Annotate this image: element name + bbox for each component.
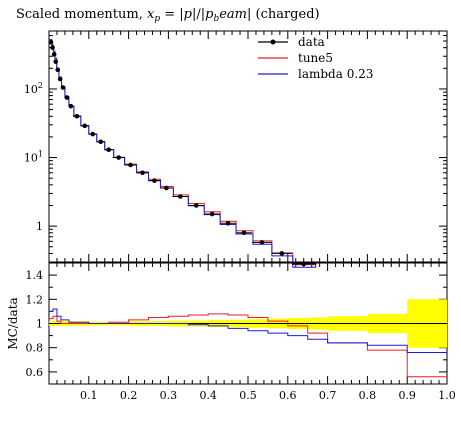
main-panel: 1 101 102 <box>24 30 448 384</box>
ratio-line-lambda-0.23 <box>49 308 447 354</box>
y-tick-label: 101 <box>24 150 43 165</box>
ratio-panel: 0.1 0.2 0.3 0.4 0.5 0.6 0.7 0.8 0.9 1.0 0.6 0.8 1 1.2… <box>6 262 456 402</box>
data-point <box>193 203 199 208</box>
chart-title: Scaled momentum, xp = |p|/|pbeam| (charg… <box>16 7 320 24</box>
data-point <box>140 170 145 176</box>
data-point <box>57 76 63 82</box>
x-tick-label: 0.7 <box>319 389 337 402</box>
data-point <box>68 103 74 109</box>
data-point <box>55 67 61 73</box>
data-point <box>128 162 133 168</box>
ratio-y-tick-label: 0.6 <box>26 366 44 379</box>
data-point <box>82 123 88 129</box>
data-point <box>164 185 169 191</box>
x-tick-label: 0.2 <box>120 389 138 402</box>
data-point <box>98 139 104 145</box>
data-point <box>241 230 247 236</box>
y-tick-label: 1 <box>36 220 43 233</box>
data-point <box>60 85 66 90</box>
legend-label-data: data <box>298 35 325 49</box>
data-point <box>178 194 183 199</box>
legend: data tune5 lambda 0.23 <box>258 35 373 81</box>
data-point <box>64 95 70 100</box>
data-point <box>225 220 231 226</box>
data-point <box>259 240 265 245</box>
data-point <box>51 52 57 57</box>
data-point <box>279 251 285 256</box>
data-point <box>90 131 96 137</box>
ratio-line-tune5 <box>49 313 447 378</box>
x-tick-label: 1.0 <box>438 389 456 402</box>
ratio-y-tick-label: 1 <box>36 318 43 331</box>
x-tick-label: 0.5 <box>239 389 257 402</box>
data-point <box>152 178 157 183</box>
ratio-y-tick-label: 1.2 <box>26 293 44 306</box>
legend-label-tune5: tune5 <box>298 51 333 65</box>
main-frame <box>48 30 448 263</box>
legend-marker-data <box>270 39 276 45</box>
data-point <box>116 155 121 160</box>
data-point <box>50 45 55 50</box>
x-tick-label: 0.8 <box>359 389 377 402</box>
x-tick-label: 0.3 <box>160 389 178 402</box>
data-point <box>301 261 307 267</box>
x-tick-label: 0.9 <box>398 389 416 402</box>
legend-label-lambda-0.23: lambda 0.23 <box>298 67 373 81</box>
ratio-y-axis-label: MC/data <box>6 297 20 349</box>
mc-histogram-tune5 <box>49 40 317 266</box>
x-tick-label: 0.4 <box>199 389 217 402</box>
data-point <box>53 59 59 64</box>
ratio-y-tick-label: 1.4 <box>26 269 44 282</box>
ratio-y-tick-label: 0.8 <box>26 342 44 355</box>
y-tick-label: 102 <box>24 81 43 96</box>
data-point <box>209 211 215 217</box>
data-point <box>74 113 80 119</box>
data-point <box>106 147 111 153</box>
data-point <box>48 39 54 45</box>
x-tick-label: 0.6 <box>279 389 297 402</box>
x-tick-label: 0.1 <box>80 389 98 402</box>
